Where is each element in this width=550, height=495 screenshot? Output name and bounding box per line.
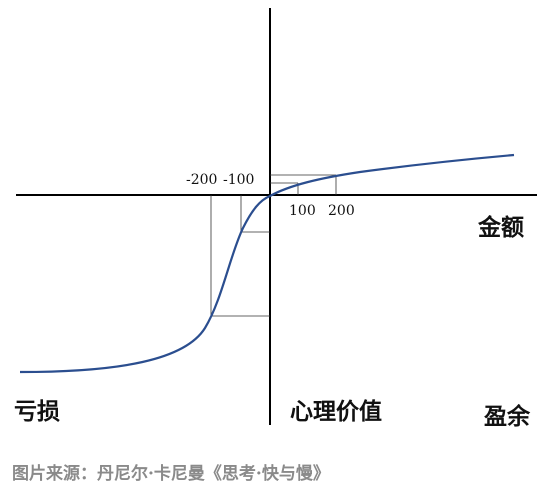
label-gain: 盈余 [484,403,530,430]
tick-label-neg100: -100 [223,172,255,188]
tick-label-100: 100 [289,203,316,219]
label-amount: 金额 [478,214,524,241]
label-psychological-value: 心理价值 [290,398,382,425]
tick-label-200: 200 [328,203,355,219]
value-curve [19,153,515,374]
tick-label-neg200: -200 [186,172,218,188]
image-caption: 图片来源：丹尼尔·卡尼曼《思考·快与慢》 [12,464,330,484]
label-loss: 亏损 [14,398,60,425]
